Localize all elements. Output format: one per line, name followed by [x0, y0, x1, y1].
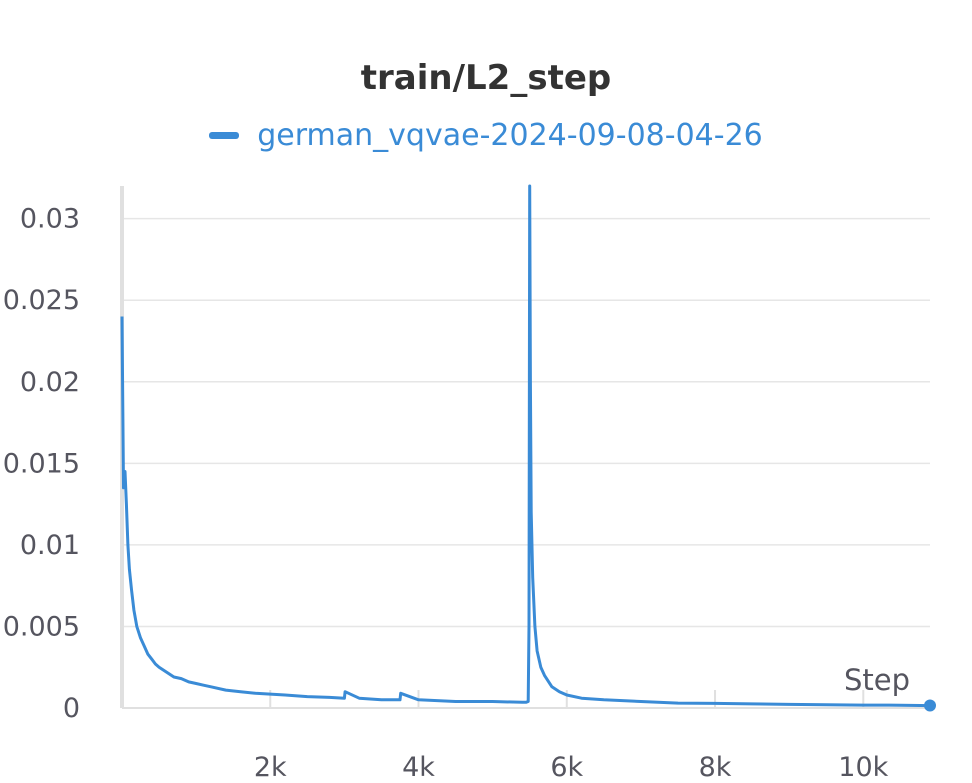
chart-title: train/L2_step: [360, 58, 612, 98]
y-tick-label: 0.02: [20, 367, 80, 398]
y-tick-label: 0.005: [3, 611, 80, 642]
legend: german_vqvae-2024-09-08-04-26: [0, 118, 972, 153]
y-tick-label: 0.025: [3, 285, 80, 316]
series-end-point: [924, 699, 936, 712]
x-axis-title: Step: [844, 663, 910, 697]
y-tick-label: 0.03: [20, 204, 80, 235]
x-tick-label: 10k: [838, 752, 888, 783]
x-tick-label: 2k: [254, 752, 287, 783]
x-tick-label: 4k: [402, 752, 435, 783]
legend-series-label[interactable]: german_vqvae-2024-09-08-04-26: [257, 118, 763, 153]
x-tick-label: 6k: [550, 752, 583, 783]
legend-swatch: [209, 132, 240, 139]
series-line: [120, 184, 931, 708]
y-tick-label: 0.01: [20, 530, 80, 561]
y-tick-label: 0.015: [3, 448, 80, 479]
y-tick-label: 0: [63, 693, 80, 724]
x-tick-label: 8k: [699, 752, 732, 783]
